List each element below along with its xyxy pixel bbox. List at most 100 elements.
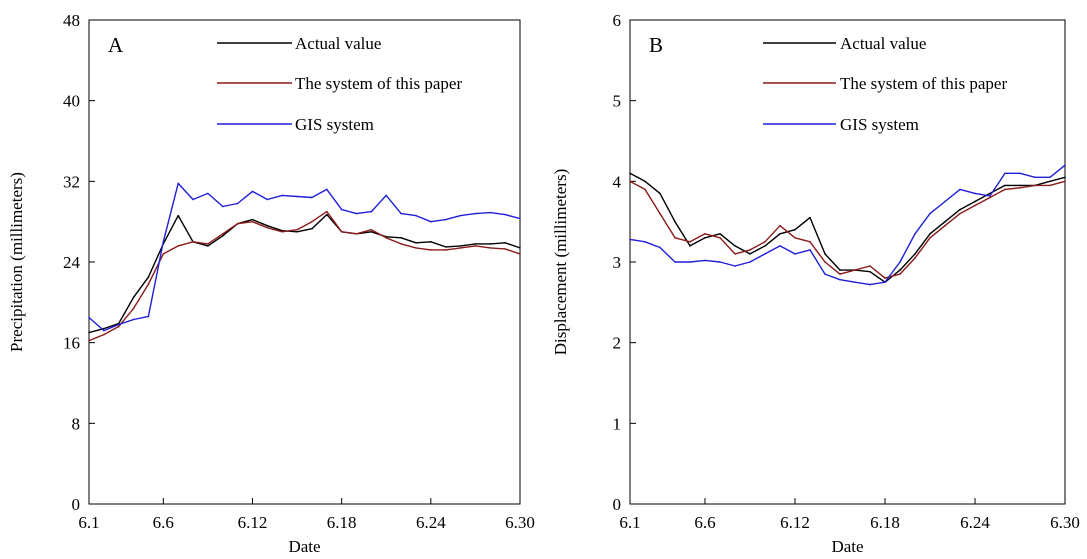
- data-point: [400, 237, 402, 239]
- data-point: [824, 253, 826, 255]
- data-point: [764, 253, 766, 255]
- data-point: [1049, 184, 1051, 187]
- data-point: [959, 212, 961, 215]
- data-point: [489, 211, 492, 214]
- y-tick-label: 3: [613, 253, 622, 272]
- data-point: [764, 245, 766, 247]
- legend-label: GIS system: [840, 115, 919, 134]
- data-point: [459, 214, 462, 217]
- x-tick-label: 6.12: [238, 513, 268, 532]
- data-point: [504, 213, 506, 216]
- data-point: [899, 273, 901, 275]
- data-point: [854, 281, 856, 283]
- data-point: [824, 261, 826, 263]
- series-line-2: [88, 210, 521, 342]
- data-point: [400, 243, 402, 245]
- data-point: [340, 230, 343, 233]
- data-point: [400, 212, 402, 215]
- data-point: [266, 226, 269, 229]
- data-point: [749, 261, 751, 263]
- data-point: [489, 247, 492, 249]
- data-point: [629, 180, 631, 183]
- data-point: [719, 261, 721, 263]
- y-tick-label: 1: [613, 414, 622, 433]
- data-point: [989, 192, 991, 195]
- y-axis-label: Displacement (millimeters): [551, 169, 570, 355]
- data-point: [794, 237, 796, 239]
- y-tick-label: 16: [63, 334, 80, 353]
- data-point: [809, 241, 811, 243]
- data-point: [659, 212, 661, 215]
- series-line-2: [629, 180, 1066, 279]
- data-point: [899, 261, 901, 263]
- data-point: [959, 208, 961, 211]
- data-point: [674, 261, 676, 263]
- data-point: [764, 241, 766, 243]
- data-point: [959, 188, 961, 191]
- data-point: [1049, 180, 1051, 183]
- x-tick-label: 6.6: [153, 513, 174, 532]
- data-point: [1004, 184, 1006, 187]
- x-axis-label: Date: [831, 537, 863, 556]
- data-point: [749, 249, 751, 251]
- data-point: [869, 270, 871, 273]
- legend: Actual value The system of this paper GIS …: [217, 34, 462, 134]
- series-line-3: [88, 182, 521, 332]
- panel-label: B: [649, 33, 663, 57]
- data-point: [734, 253, 736, 255]
- data-point: [779, 224, 781, 227]
- x-axis-label: Date: [288, 537, 320, 556]
- series-line-3: [629, 164, 1066, 286]
- data-point: [674, 220, 676, 223]
- data-point: [444, 218, 447, 221]
- data-point: [1064, 164, 1066, 166]
- data-point: [355, 232, 358, 235]
- data-point: [370, 210, 373, 213]
- data-point: [884, 281, 886, 283]
- data-point: [132, 318, 135, 321]
- x-tick-label: 6.24: [960, 513, 990, 532]
- data-point: [659, 246, 661, 249]
- series-line-1: [629, 172, 1066, 283]
- data-point: [1004, 188, 1006, 191]
- data-point: [147, 315, 150, 318]
- data-point: [689, 261, 691, 263]
- data-point: [779, 245, 781, 247]
- data-point: [296, 228, 298, 231]
- panel-label: A: [108, 33, 124, 57]
- data-point: [221, 205, 224, 208]
- data-point: [266, 198, 269, 201]
- x-tick-label: 6.18: [327, 513, 357, 532]
- data-point: [177, 245, 179, 247]
- y-axis-label: Precipitation (millimeters): [7, 172, 26, 352]
- data-point: [944, 200, 946, 203]
- data-point: [355, 212, 358, 215]
- data-point: [415, 247, 417, 249]
- data-point: [734, 245, 736, 247]
- data-point: [103, 327, 105, 330]
- data-point: [117, 323, 120, 326]
- data-point: [519, 253, 521, 255]
- data-point: [989, 196, 991, 199]
- data-point: [325, 188, 328, 191]
- data-point: [659, 192, 661, 195]
- data-point: [88, 339, 90, 342]
- data-point: [415, 242, 417, 244]
- legend-label: The system of this paper: [840, 74, 1007, 93]
- data-point: [430, 249, 432, 251]
- data-point: [325, 213, 328, 216]
- data-point: [884, 277, 886, 279]
- data-point: [869, 265, 871, 267]
- y-tick-label: 4: [613, 172, 622, 191]
- data-point: [1019, 184, 1021, 187]
- data-point: [869, 283, 871, 286]
- y-tick-label: 24: [63, 253, 81, 272]
- legend-label: GIS system: [295, 115, 374, 134]
- data-point: [430, 220, 432, 223]
- data-point: [1034, 184, 1036, 187]
- data-point: [117, 325, 120, 328]
- data-point: [192, 241, 194, 243]
- data-point: [674, 237, 676, 239]
- data-point: [236, 222, 239, 225]
